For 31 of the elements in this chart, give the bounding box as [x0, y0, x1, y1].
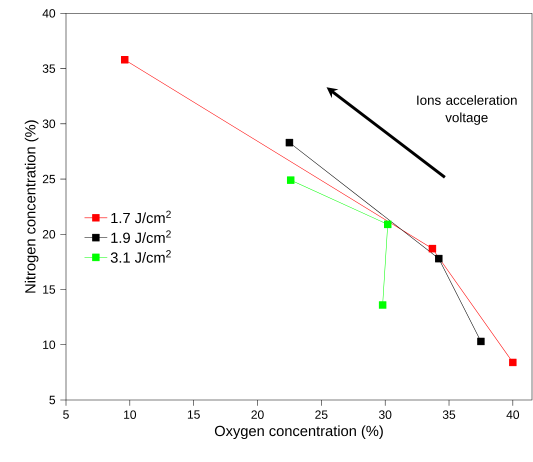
x-axis-title: Oxygen concentration (%): [214, 425, 383, 440]
x-tick-label: 15: [188, 410, 200, 419]
y-tick-label: 20: [42, 230, 56, 239]
legend-label: 1.9 J/cm$^{2}$: [111, 230, 171, 243]
point: [384, 220, 392, 228]
x-tick-label: 40: [506, 410, 520, 419]
y-tick-label: 25: [42, 174, 56, 184]
x-tick-label: 25: [315, 410, 328, 419]
point: [286, 138, 294, 146]
x-tick-label: 30: [378, 410, 392, 419]
x-tick-label: 5: [63, 410, 69, 419]
annotation: Ions acceleration voltage: [417, 95, 517, 125]
legend-label: 3.1 J/cm$^{2}$: [110, 250, 171, 263]
y-tick-label: 15: [43, 285, 56, 294]
point: [509, 358, 517, 366]
x-tick-label: 10: [124, 410, 136, 419]
y-tick-label: 40: [42, 9, 56, 18]
y-tick-label: 5: [49, 396, 56, 404]
legend-label: 1.7 J/cm$^{2}$: [111, 210, 171, 224]
x-tick-label: 35: [442, 410, 456, 419]
x-tick-label: 20: [251, 410, 264, 419]
point: [120, 56, 128, 64]
y-tick-label: 10: [43, 340, 56, 350]
point: [435, 254, 443, 262]
point: [378, 301, 386, 309]
point: [286, 176, 294, 184]
y-tick-label: 30: [42, 120, 56, 128]
y-tick-label: 35: [42, 64, 56, 73]
point: [428, 244, 436, 252]
point: [477, 338, 485, 346]
y-axis-title: Nitrogen concentration (%): [24, 120, 38, 293]
